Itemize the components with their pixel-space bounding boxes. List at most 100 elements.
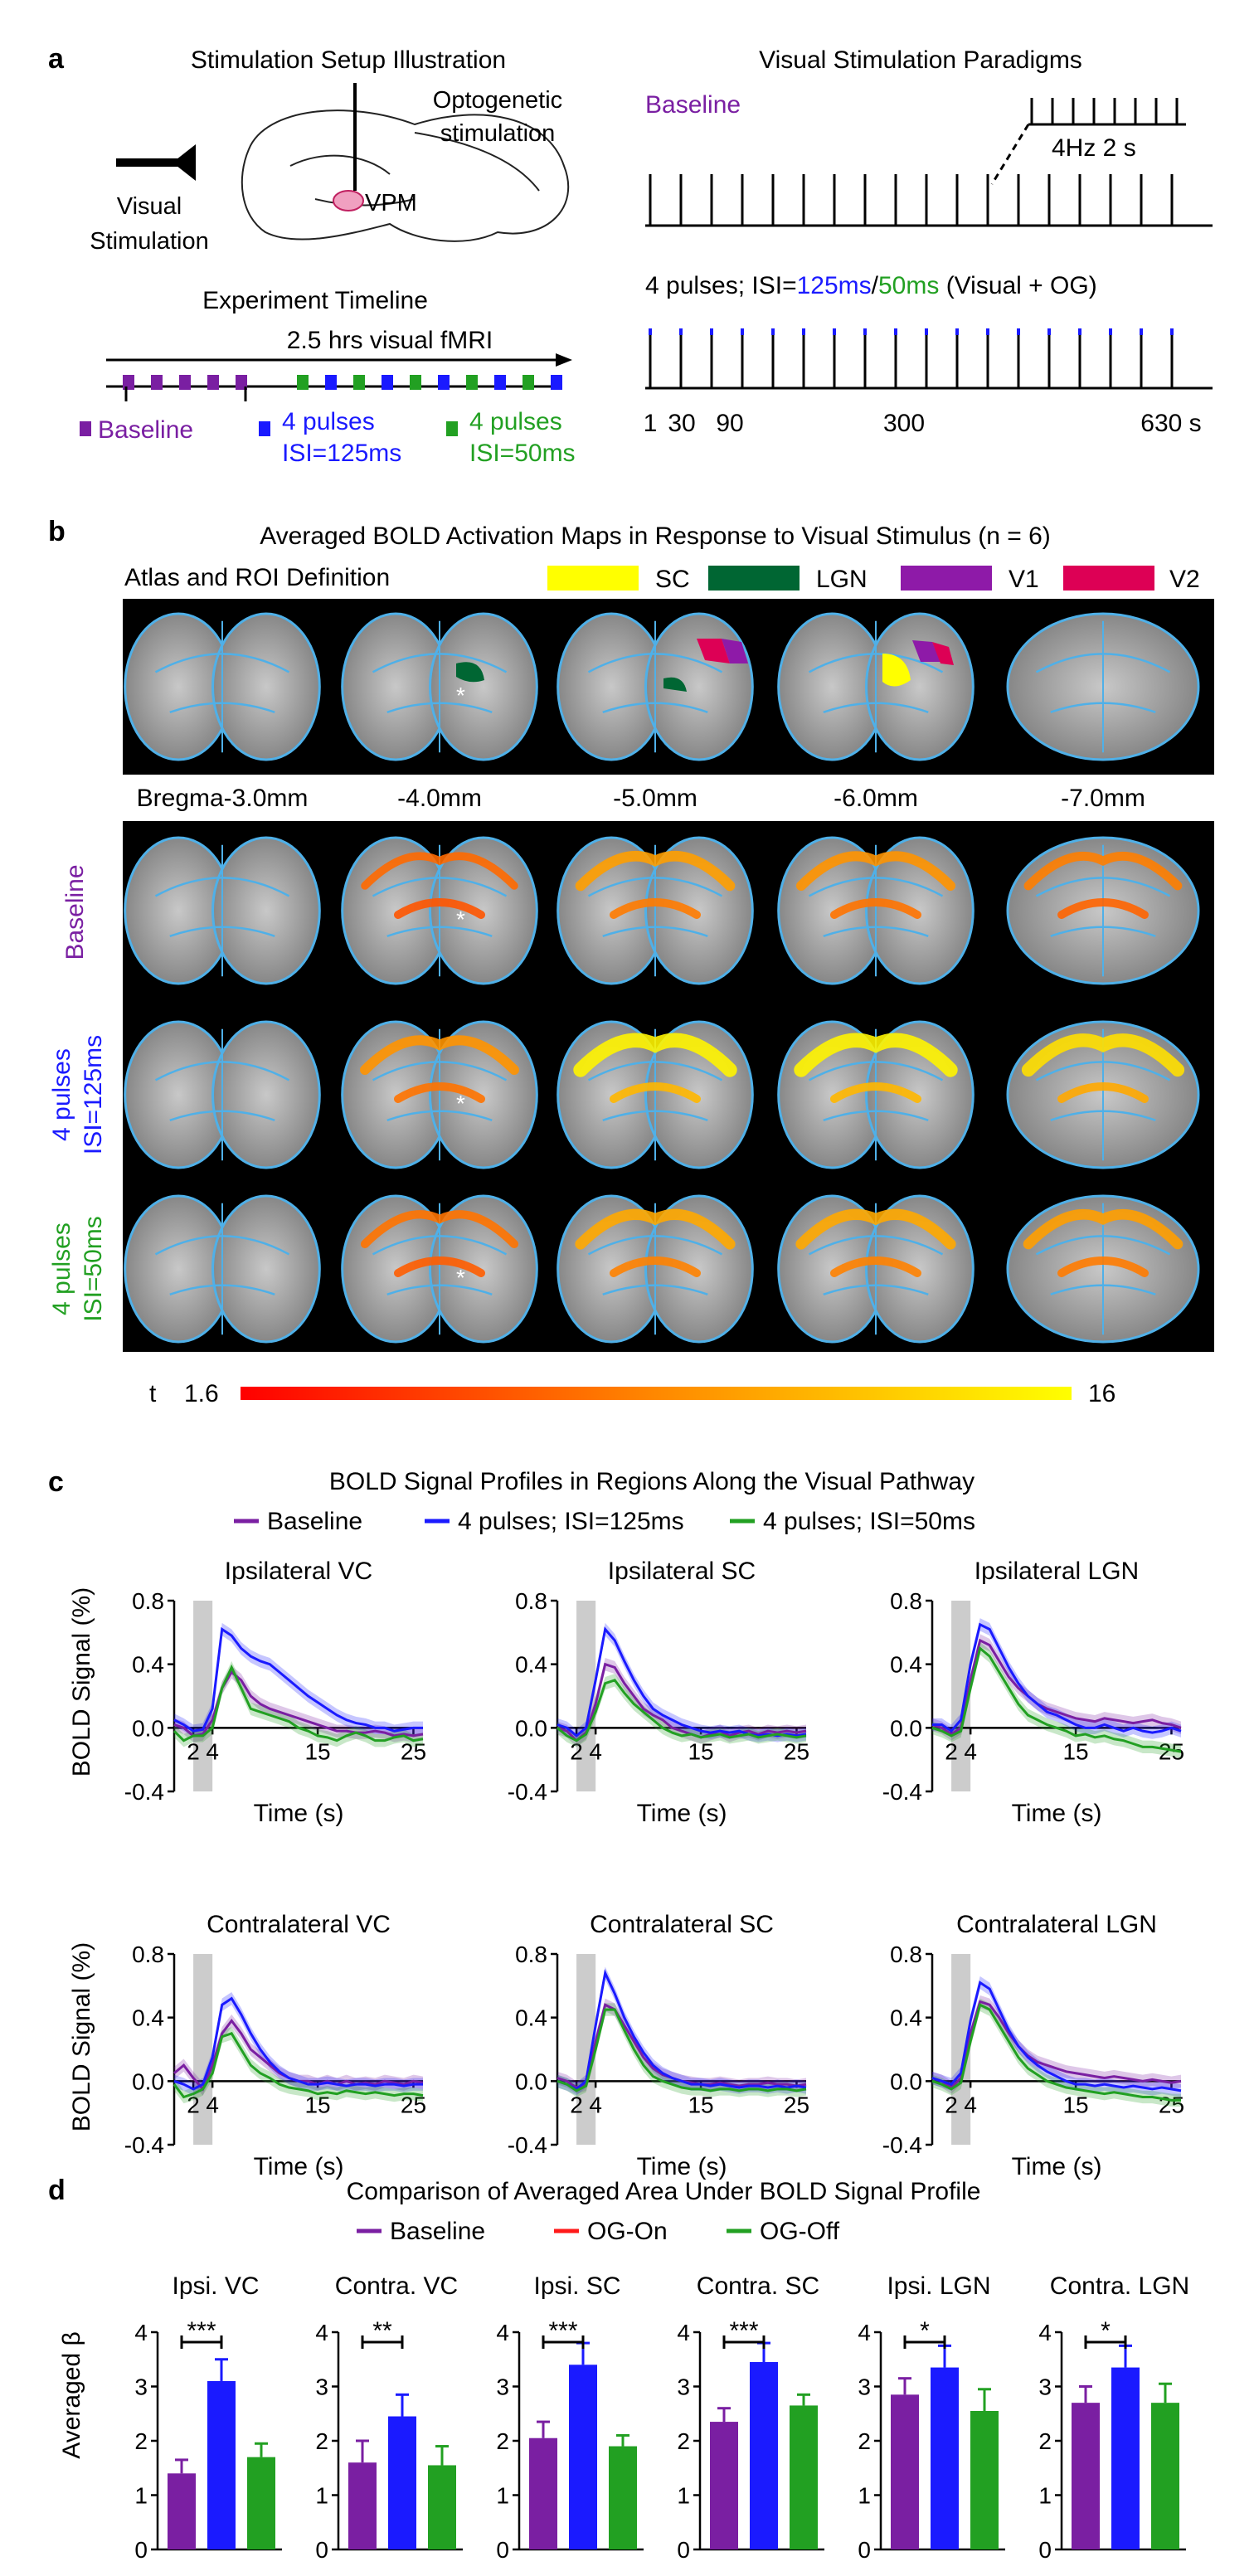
- x-axis-label: Time (s): [1012, 2153, 1102, 2180]
- activation-subcortex: [830, 1082, 921, 1103]
- y-tick-label: 0.0: [890, 2068, 922, 2094]
- roi-label-v2: V2: [1169, 566, 1200, 593]
- panel-c-title: BOLD Signal Profiles in Regions Along th…: [329, 1468, 975, 1495]
- panel-b-title: Averaged BOLD Activation Maps in Respons…: [260, 522, 1051, 550]
- bar-chart-title: Ipsi. LGN: [887, 2272, 990, 2300]
- activation-subcortex: [610, 1256, 701, 1277]
- timeline-block: [207, 375, 219, 390]
- hemisphere-right: [429, 1020, 538, 1169]
- x-tick-label: 25: [784, 2092, 809, 2117]
- panel-c-legend: Baseline 4 pulses; ISI=125ms 4 pulses; I…: [234, 1508, 975, 1535]
- brain-slice: *: [341, 612, 538, 761]
- y-tick-label: 2: [677, 2428, 690, 2454]
- setup-title: Stimulation Setup Illustration: [191, 46, 506, 74]
- timeline-block: [123, 375, 134, 390]
- x-tick-label: 15: [304, 2092, 330, 2117]
- y-tick-label: 0.8: [515, 1588, 547, 1614]
- activation-subcortex: [394, 898, 485, 919]
- significance-label: *: [1101, 2317, 1111, 2345]
- bar-chart: Ipsi. LGN 0 1 2 3 4 *: [858, 2272, 1005, 2563]
- timeline-block: [382, 375, 393, 390]
- time-tick-1: 1: [644, 410, 658, 437]
- bar: [710, 2422, 738, 2549]
- roi-sc: [882, 654, 911, 687]
- row-label-125-2: ISI=125ms: [80, 1035, 107, 1154]
- panel-letter-a: a: [48, 43, 65, 75]
- ylabel-row1: BOLD Signal (%): [68, 1587, 95, 1776]
- bregma-6: -6.0mm: [834, 785, 918, 812]
- bar: [609, 2446, 637, 2549]
- stim-window: [951, 1954, 971, 2145]
- series-line: [173, 1664, 424, 1742]
- chart-title: Contralateral VC: [207, 1911, 391, 1938]
- row-labels: Baseline 4 pulses ISI=125ms 4 pulses ISI…: [48, 864, 107, 1321]
- x-tick-label: 4: [964, 2092, 977, 2117]
- series-line: [173, 2032, 424, 2099]
- series-sem-band: [932, 1976, 1181, 2097]
- roi-v2: [932, 642, 954, 665]
- x-tick-label: 4: [206, 2092, 219, 2117]
- vpm-label: VPM: [365, 190, 417, 216]
- roi-lgn: [456, 662, 484, 683]
- y-tick-label: 0.0: [132, 1715, 164, 1741]
- activation-cortex: [794, 1033, 958, 1077]
- y-tick-label: 0.8: [132, 1942, 164, 1967]
- hemisphere-right: [211, 1194, 321, 1344]
- brain-slice: [1006, 612, 1200, 761]
- y-tick-label: 2: [858, 2428, 871, 2454]
- pulses-label-sep: /: [872, 272, 879, 299]
- hemisphere-right: [429, 612, 538, 761]
- roi-swatch-v1: [901, 566, 992, 591]
- series-line: [931, 1645, 1182, 1753]
- timeline-block: [438, 375, 450, 390]
- panel-letter-d: d: [48, 2175, 66, 2206]
- stim-window: [576, 1601, 596, 1791]
- y-tick-label: 2: [1038, 2428, 1052, 2454]
- y-tick-label: 4: [1038, 2320, 1052, 2345]
- brain-slice: *: [341, 1194, 538, 1344]
- x-tick-label: 2: [945, 1738, 958, 1764]
- line-chart: Contralateral LGN 0.8 0.4 0.0 -0.4 2 4 15 25 Time…: [882, 1911, 1184, 2180]
- series-line: [557, 2008, 807, 2092]
- legend-bar-text-og-on: OG-On: [587, 2218, 668, 2245]
- x-tick-label: 2: [187, 1738, 200, 1764]
- bar: [428, 2465, 456, 2549]
- series-sem-band: [174, 1660, 423, 1747]
- row-label-50-2: ISI=50ms: [80, 1216, 107, 1322]
- bar: [790, 2405, 818, 2549]
- brain-slice: [777, 1020, 975, 1169]
- bar-chart: Ipsi. VC 0 1 2 3 4 ***: [134, 2272, 282, 2563]
- hemisphere-right: [644, 1194, 754, 1344]
- series-sem-band: [174, 2027, 423, 2104]
- og-paradigm-train: [645, 328, 1213, 390]
- series-line: [931, 2000, 1182, 2089]
- chart-title: Ipsilateral VC: [225, 1558, 372, 1585]
- asterisk: *: [456, 1265, 465, 1290]
- baseline-paradigm-train: [645, 174, 1213, 227]
- brain-slice: [1006, 836, 1200, 985]
- colorbar: t 1.6 16: [149, 1380, 1115, 1407]
- bar: [891, 2394, 919, 2549]
- hemisphere-right: [865, 1194, 975, 1344]
- legend-bar-text-og-off: OG-Off: [760, 2218, 840, 2245]
- row-label-50-1: 4 pulses: [48, 1222, 75, 1315]
- bar: [970, 2410, 999, 2549]
- time-tick-90: 90: [716, 410, 743, 437]
- activation-cortex: [575, 851, 736, 892]
- bar: [1072, 2403, 1100, 2549]
- legend-50-swatch: [446, 421, 458, 436]
- activation-subcortex: [610, 898, 701, 919]
- roi-label-lgn: LGN: [816, 566, 868, 593]
- atlas-label: Atlas and ROI Definition: [124, 564, 390, 591]
- y-tick-label: 4: [496, 2320, 509, 2345]
- activation-subcortex: [830, 1256, 921, 1277]
- y-tick-label: 1: [677, 2483, 690, 2509]
- y-tick-label: 3: [677, 2374, 690, 2400]
- legend-text-50: 4 pulses; ISI=50ms: [763, 1508, 975, 1535]
- pulses-label-suffix: (Visual + OG): [939, 272, 1096, 299]
- y-tick-label: 0.4: [515, 2005, 547, 2031]
- y-tick-label: 0: [315, 2537, 328, 2563]
- series-line: [557, 1679, 807, 1742]
- y-tick-label: 0: [858, 2537, 871, 2563]
